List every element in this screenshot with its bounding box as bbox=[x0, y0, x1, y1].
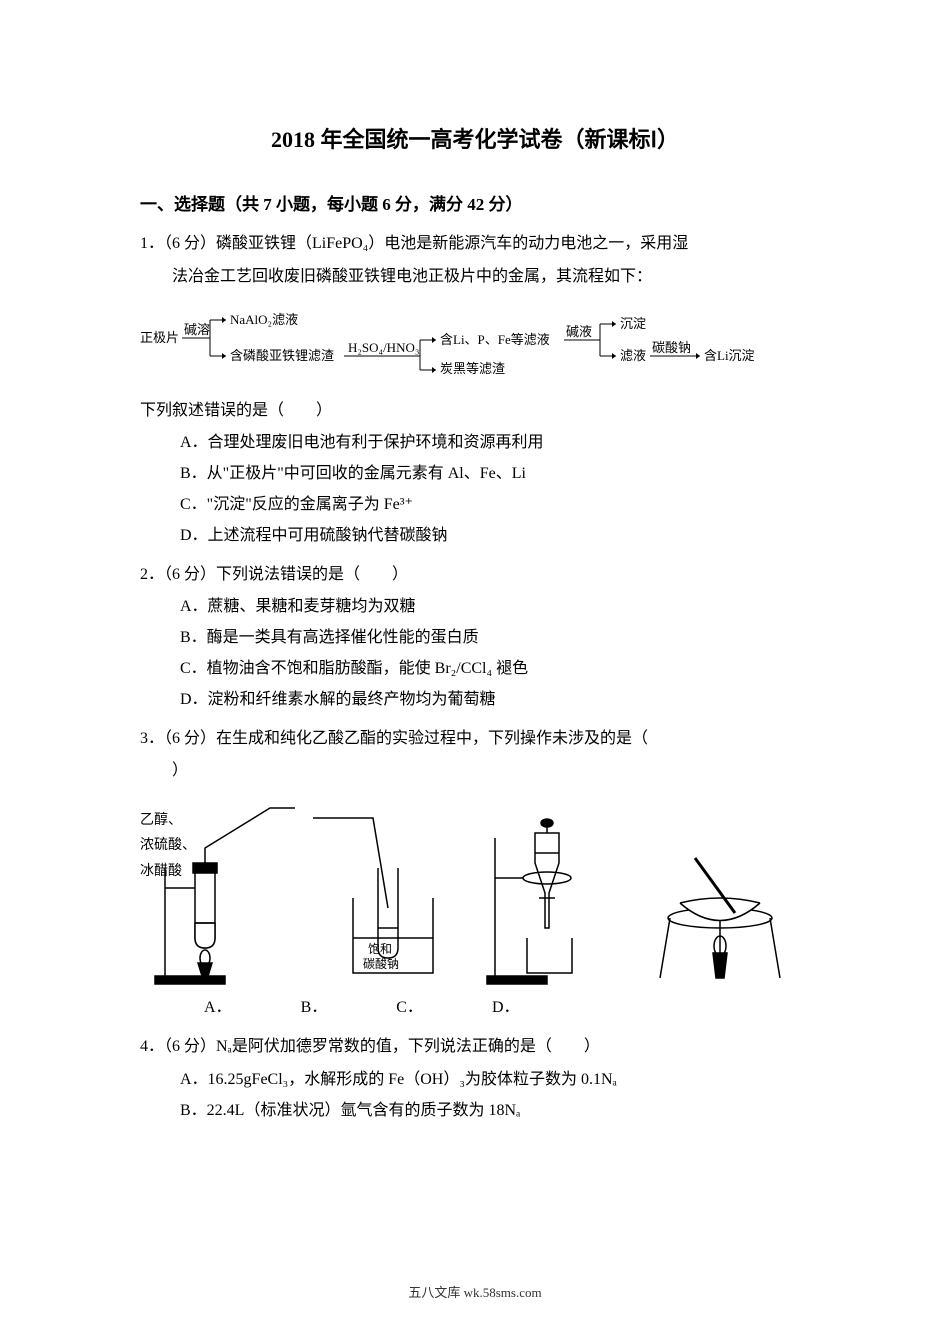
q3-stem-2: ） bbox=[172, 757, 810, 786]
flow-step3: 碱液 bbox=[566, 324, 592, 339]
flow-diagram: 正极片 碱溶 NaAlO₂滤液 含磷酸亚铁锂滤渣 H₂SO₄/HNO₃ 含Li、… bbox=[140, 304, 810, 385]
apparatus-d bbox=[640, 798, 800, 988]
section-header: 一、选择题（共 7 小题，每小题 6 分，满分 42 分） bbox=[140, 190, 810, 221]
flow-out3a: 沉淀 bbox=[620, 316, 646, 331]
apparatus-b-label-1: 饱和 bbox=[368, 941, 392, 956]
q3-option-a: A． bbox=[204, 994, 232, 1023]
page-footer: 五八文库 wk.58sms.com bbox=[0, 1281, 950, 1304]
q1-option-a: A．合理处理废旧电池有利于保护环境和资源再利用 bbox=[180, 429, 810, 458]
q4-option-a: A．16.25gFeCl₃，水解形成的 Fe（OH）₃为胶体粒子数为 0.1Nₐ bbox=[180, 1066, 810, 1095]
q3-option-row: A． B． C． D． bbox=[204, 994, 810, 1023]
q1-stem-2: 法冶金工艺回收废旧磷酸亚铁锂电池正极片中的金属，其流程如下： bbox=[172, 263, 810, 292]
apparatus-a-label-1: 乙醇、 bbox=[140, 808, 196, 833]
flow-step1: 碱溶 bbox=[184, 322, 210, 337]
q1-option-b: B．从"正极片"中可回收的金属元素有 Al、Fe、Li bbox=[180, 460, 810, 489]
q2-option-c: C．植物油含不饱和脂肪酸酯，能使 Br₂/CCl₄ 褪色 bbox=[180, 655, 810, 684]
flow-out2a: 含Li、P、Fe等滤液 bbox=[440, 332, 550, 347]
question-2: 2．（6 分）下列说法错误的是（ ） A．蔗糖、果糖和麦芽糖均为双糖 B．酶是一… bbox=[140, 561, 810, 715]
q1-option-d: D．上述流程中可用硫酸钠代替碳酸钠 bbox=[180, 522, 810, 551]
q3-option-c: C． bbox=[396, 994, 423, 1023]
q4-stem: 4．（6 分）Nₐ是阿伏加德罗常数的值，下列说法正确的是（ ） bbox=[140, 1033, 810, 1062]
q3-option-d: D． bbox=[492, 994, 520, 1023]
q2-option-b: B．酶是一类具有高选择催化性能的蛋白质 bbox=[180, 624, 810, 653]
q2-stem: 2．（6 分）下列说法错误的是（ ） bbox=[140, 561, 810, 590]
q2-option-d: D．淀粉和纤维素水解的最终产物均为葡萄糖 bbox=[180, 686, 810, 715]
apparatus-b-label-2: 碳酸钠 bbox=[363, 956, 399, 971]
flow-out1b: 含磷酸亚铁锂滤渣 bbox=[230, 348, 334, 363]
flow-out3b: 滤液 bbox=[620, 348, 646, 363]
q4-option-b: B．22.4L（标准状况）氩气含有的质子数为 18Nₐ bbox=[180, 1097, 810, 1126]
apparatus-a-label-2: 浓硫酸、 bbox=[140, 833, 196, 858]
flow-out1a: NaAlO₂滤液 bbox=[230, 312, 298, 327]
question-1: 1．（6 分）磷酸亚铁锂（LiFePO₄）电池是新能源汽车的动力电池之一，采用湿… bbox=[140, 230, 810, 550]
flow-out4: 含Li沉淀 bbox=[704, 348, 755, 363]
q3-option-b: B． bbox=[301, 994, 328, 1023]
flow-step4: 碳酸钠 bbox=[652, 340, 691, 355]
question-3: 3．（6 分）在生成和纯化乙酸乙酯的实验过程中，下列操作未涉及的是（ ） 乙醇、… bbox=[140, 725, 810, 1023]
apparatus-a-labels: 乙醇、 浓硫酸、 冰醋酸 bbox=[140, 808, 196, 884]
q1-prompt: 下列叙述错误的是（ ） bbox=[140, 397, 810, 426]
question-4: 4．（6 分）Nₐ是阿伏加德罗常数的值，下列说法正确的是（ ） A．16.25g… bbox=[140, 1033, 810, 1125]
flow-out2b: 炭黑等滤渣 bbox=[440, 361, 505, 374]
q1-option-c: C．"沉淀"反应的金属离子为 Fe³⁺ bbox=[180, 491, 810, 520]
flow-start: 正极片 bbox=[140, 330, 179, 345]
apparatus-b: 饱和 碳酸钠 bbox=[313, 798, 473, 988]
page-title: 2018 年全国统一高考化学试卷（新课标Ⅰ） bbox=[140, 120, 810, 160]
q1-stem-1: 1．（6 分）磷酸亚铁锂（LiFePO₄）电池是新能源汽车的动力电池之一，采用湿 bbox=[140, 230, 810, 259]
q2-option-a: A．蔗糖、果糖和麦芽糖均为双糖 bbox=[180, 593, 810, 622]
apparatus-a-label-3: 冰醋酸 bbox=[140, 859, 196, 884]
apparatus-c bbox=[477, 798, 637, 988]
q3-stem: 3．（6 分）在生成和纯化乙酸乙酯的实验过程中，下列操作未涉及的是（ bbox=[140, 725, 810, 754]
flow-step2: H₂SO₄/HNO₃ bbox=[348, 340, 419, 355]
apparatus-row: 乙醇、 浓硫酸、 冰醋酸 bbox=[140, 798, 810, 988]
